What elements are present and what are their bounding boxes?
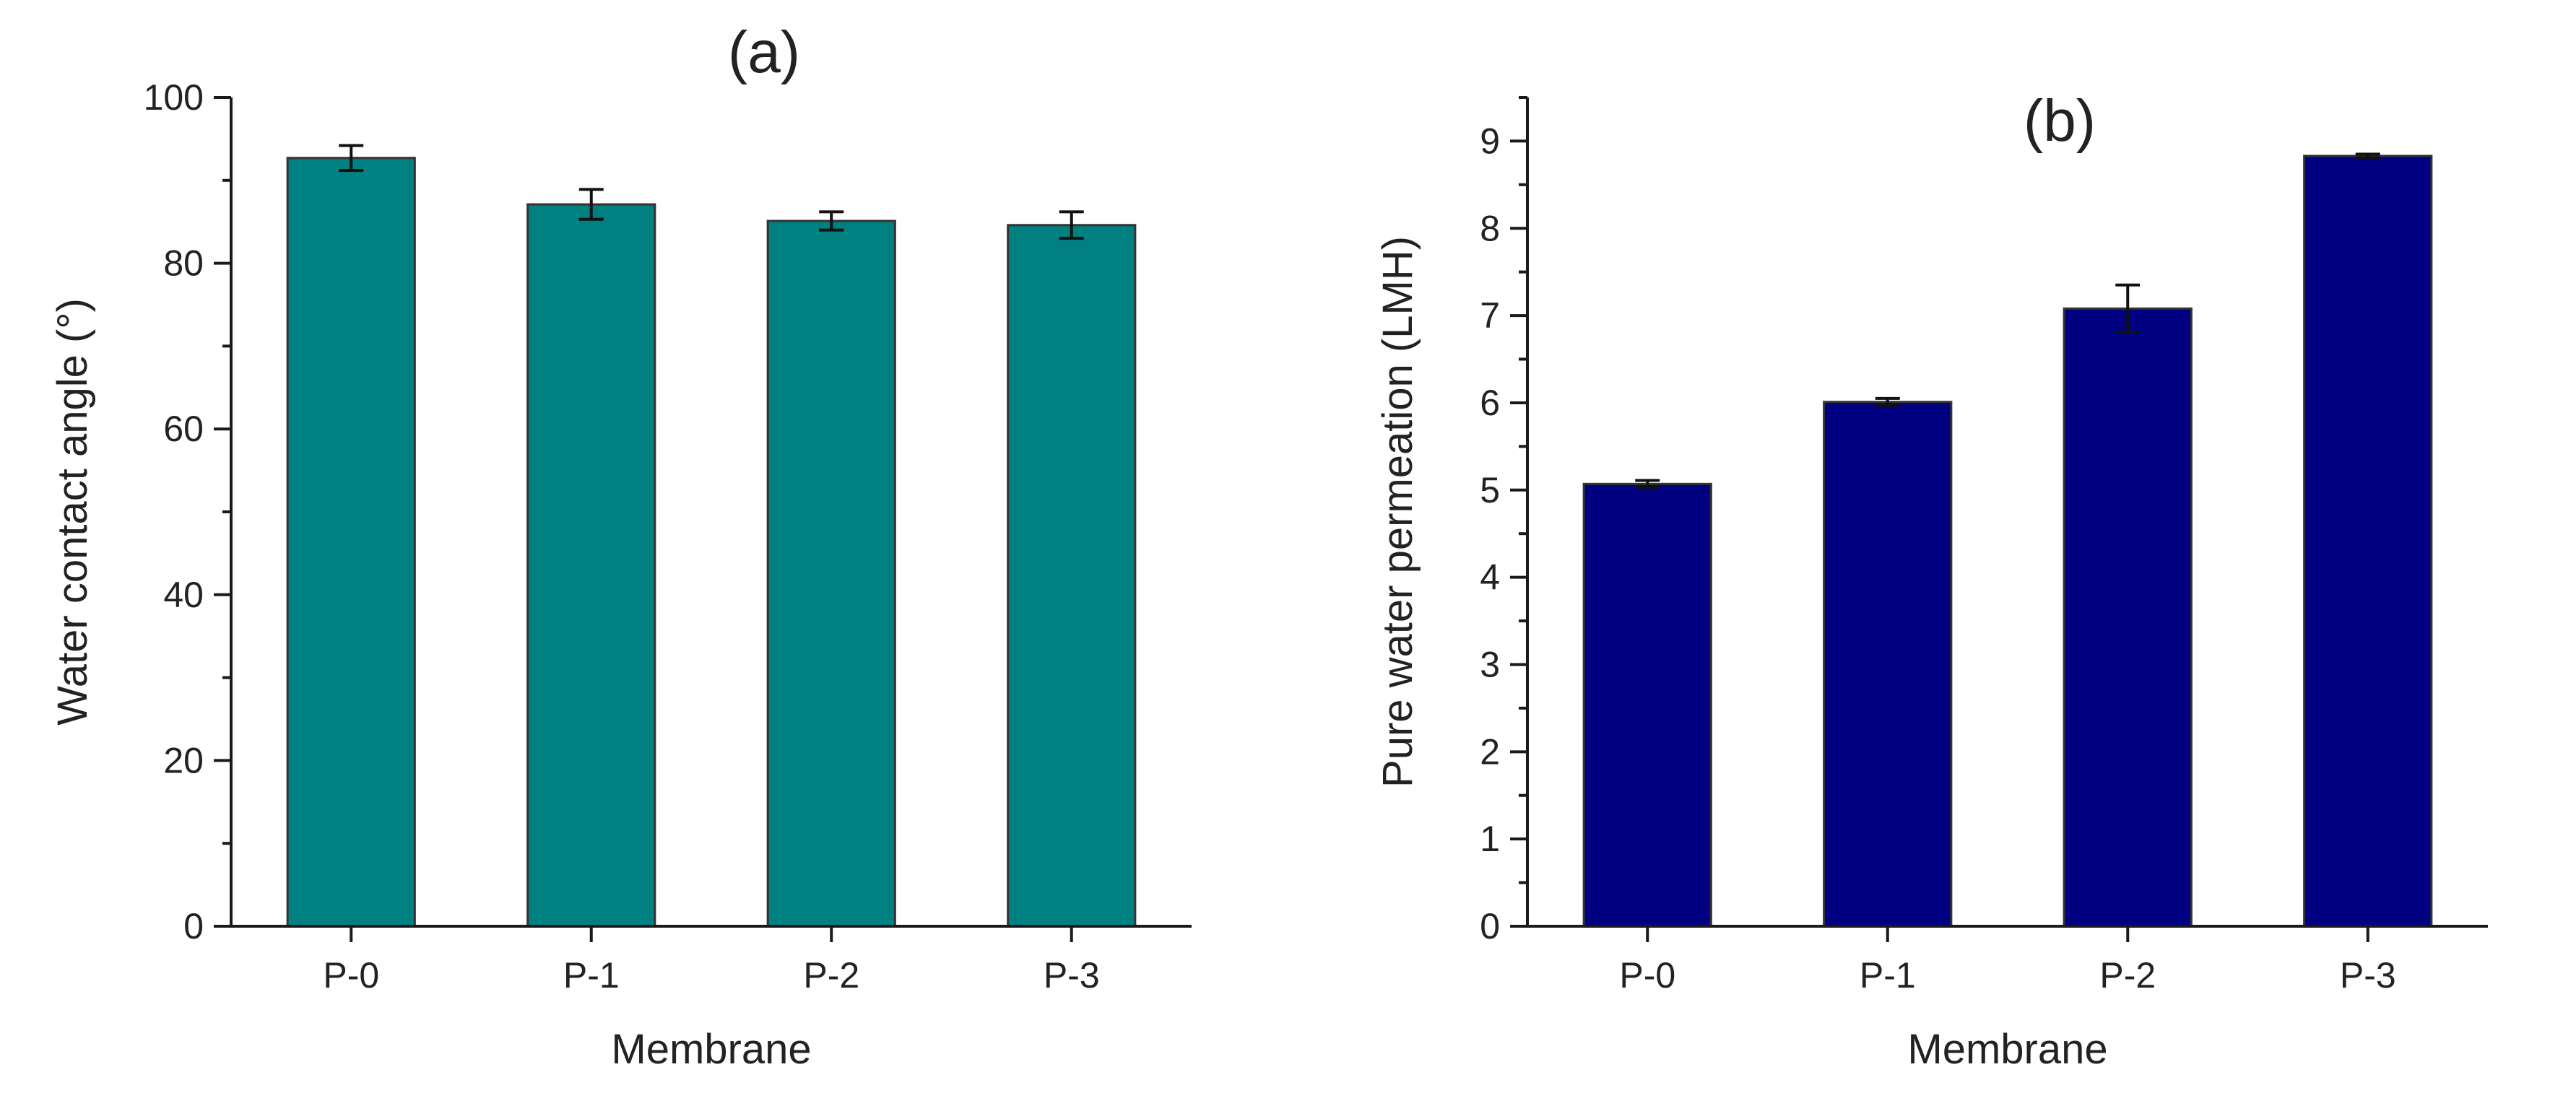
- x-tick-label-p-1: P-1: [563, 955, 620, 996]
- x-tick-label-p-1: P-1: [1860, 955, 1916, 996]
- x-tick-label-p-0: P-0: [323, 955, 379, 996]
- x-tick-label-p-0: P-0: [1619, 955, 1675, 996]
- y-tick-label: 6: [1480, 383, 1500, 423]
- y-tick-label: 9: [1480, 121, 1500, 161]
- y-tick-label: 100: [144, 77, 204, 118]
- x-tick-label-p-2: P-2: [803, 955, 859, 996]
- y-axis-title: Pure water permeation (LMH): [1374, 236, 1421, 788]
- y-tick-label: 2: [1480, 731, 1500, 772]
- bar-p-1: [526, 203, 656, 928]
- bar-p-1: [1823, 401, 1953, 928]
- x-tick-label-p-3: P-3: [1044, 955, 1100, 996]
- x-axis-title: Membrane: [611, 1026, 811, 1073]
- y-tick-label: 1: [1480, 819, 1500, 859]
- y-tick-label: 5: [1480, 470, 1500, 510]
- x-axis-title: Membrane: [1907, 1026, 2107, 1073]
- y-tick-label: 8: [1480, 208, 1500, 248]
- panel-label: (b): [2024, 88, 2096, 154]
- chart-panel-a: 0 20 40 60 80 100 P-0 P-1 P-2 P-3 Membrane Water co…: [49, 19, 1192, 1073]
- panel-label: (a): [728, 19, 800, 85]
- y-tick-label: 40: [163, 575, 204, 615]
- y-tick-label: 80: [163, 243, 204, 284]
- y-tick-label: 7: [1480, 295, 1500, 336]
- y-tick-label: 0: [1480, 906, 1500, 946]
- bar-p-3: [2303, 154, 2433, 928]
- x-tick-label-p-2: P-2: [2099, 955, 2156, 996]
- bar-p-0: [1582, 482, 1712, 928]
- bar-p-2: [2063, 307, 2193, 928]
- y-tick-label: 4: [1480, 557, 1500, 598]
- y-tick-label: 3: [1480, 644, 1500, 684]
- bar-p-2: [766, 219, 896, 928]
- x-tick-label-p-3: P-3: [2340, 955, 2396, 996]
- y-tick-label: 0: [183, 906, 204, 946]
- y-axis-title: Water contact angle (°): [49, 298, 96, 726]
- y-tick-label: 20: [163, 740, 204, 780]
- y-tick-label: 60: [163, 409, 204, 449]
- bar-p-0: [286, 157, 416, 928]
- bar-p-3: [1007, 224, 1137, 928]
- chart-panel-b: 0 1 2 3 4 5 6 7 8 9 P-0 P-1 P-2 P-3 Membrane Pure water…: [1374, 88, 2488, 1073]
